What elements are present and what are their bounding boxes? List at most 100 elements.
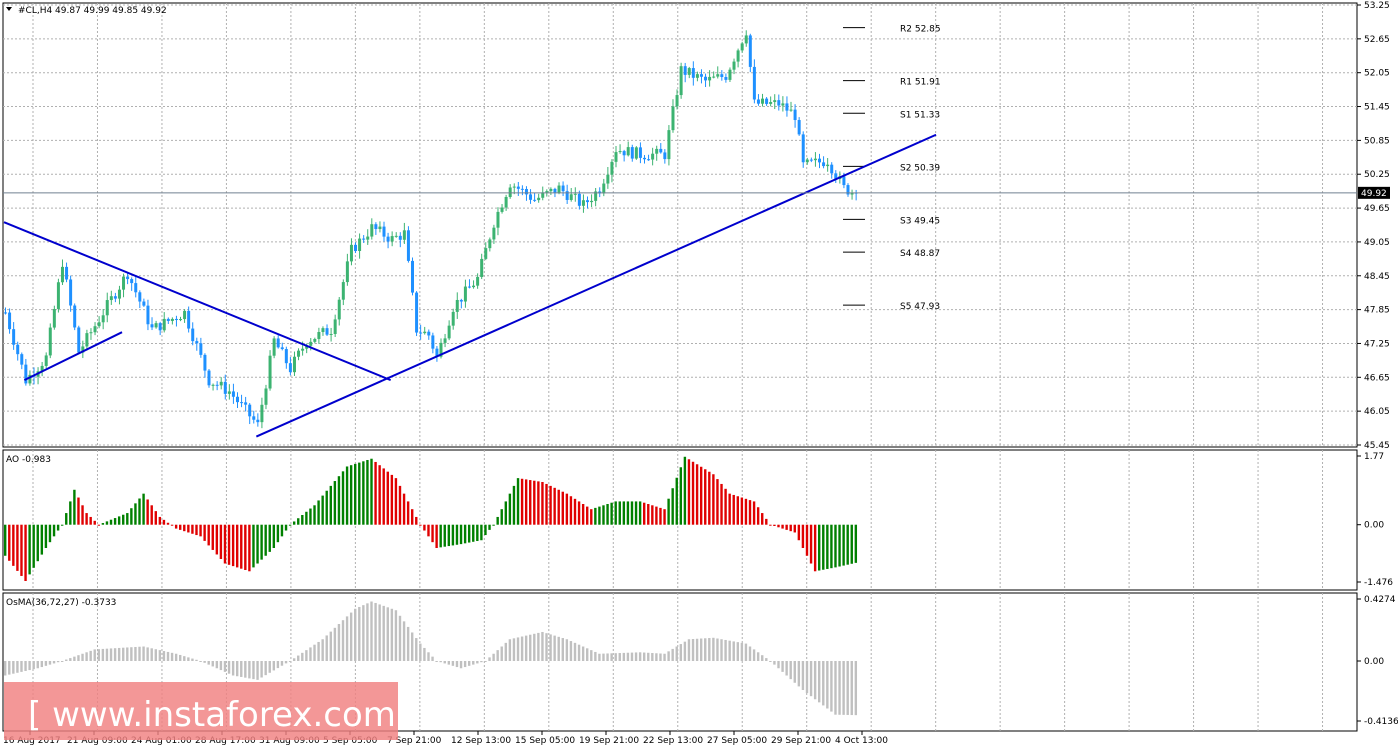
- candle-body: [512, 186, 516, 188]
- candle-body: [52, 309, 56, 328]
- candle: [594, 187, 598, 207]
- pivot-label: S1 51.33: [900, 110, 940, 120]
- ao-bar: [69, 501, 72, 525]
- candle-body: [231, 391, 235, 397]
- ao-bar: [325, 490, 328, 525]
- candle-body: [44, 355, 48, 366]
- y-tick-label: 0.4274: [1364, 595, 1396, 605]
- osma-bar: [183, 656, 186, 662]
- candle: [394, 232, 398, 238]
- osma-bar: [252, 661, 255, 680]
- osma-bar: [73, 656, 76, 662]
- candle: [476, 273, 480, 289]
- ao-bar: [573, 498, 577, 525]
- osma-bar: [720, 639, 723, 662]
- osma-bar: [349, 612, 353, 662]
- candle-body: [463, 286, 467, 302]
- osma-bar: [16, 661, 19, 673]
- ao-bar: [174, 524, 178, 529]
- candle: [325, 324, 329, 337]
- osma-bar: [655, 653, 658, 662]
- candle-body: [541, 192, 545, 198]
- osma-bar: [484, 661, 487, 663]
- main-panel-frame: [2, 2, 1358, 448]
- osma-bar: [280, 661, 284, 666]
- candle-body: [443, 338, 447, 343]
- osma-bar: [174, 653, 178, 662]
- candle: [219, 377, 223, 390]
- candle-body: [496, 211, 500, 228]
- candle-body: [586, 200, 590, 203]
- osma-bar: [203, 661, 206, 663]
- osma-bar: [736, 642, 739, 662]
- ao-bar: [744, 498, 748, 525]
- osma-bar: [818, 661, 821, 703]
- candle-body: [492, 227, 496, 240]
- candle-body: [358, 238, 362, 252]
- osma-bar: [276, 661, 280, 669]
- candle-body: [431, 335, 435, 349]
- candle-body: [398, 235, 402, 240]
- candle: [276, 335, 280, 349]
- osma-bar: [341, 620, 345, 662]
- osma-bar: [89, 650, 92, 662]
- candle-body: [423, 331, 427, 334]
- pivot-label: S5 47.93: [900, 302, 940, 312]
- candle: [138, 290, 142, 309]
- osma-bar: [651, 653, 654, 662]
- ao-bar: [24, 524, 27, 581]
- ao-bar: [716, 479, 719, 525]
- candle: [101, 308, 105, 330]
- ao-bar: [435, 524, 438, 548]
- candle-body: [573, 193, 577, 195]
- candle-body: [158, 323, 162, 331]
- candle-body: [850, 192, 854, 195]
- osma-bar: [362, 605, 365, 662]
- ao-bar: [191, 524, 194, 534]
- ao-bar: [158, 516, 162, 525]
- osma-bar: [537, 632, 540, 662]
- chevron-down-icon[interactable]: [6, 7, 12, 11]
- osma-bar: [488, 657, 491, 662]
- candle-body: [126, 276, 130, 280]
- ao-bar: [288, 524, 292, 526]
- candle: [748, 33, 752, 73]
- candle: [500, 204, 504, 214]
- y-tick-label: 48.45: [1364, 272, 1390, 282]
- osma-bar: [581, 646, 585, 662]
- ao-bar: [374, 461, 377, 525]
- candle-body: [801, 134, 805, 163]
- osma-bar: [671, 648, 674, 662]
- ao-bar: [256, 524, 259, 564]
- y-tick-label: 52.65: [1364, 35, 1390, 45]
- ao-bar: [101, 523, 105, 525]
- candle-body: [785, 103, 789, 111]
- osma-bar: [406, 626, 410, 662]
- osma-bar: [724, 639, 727, 662]
- candle: [463, 279, 467, 308]
- candle: [765, 97, 769, 106]
- osma-bar: [626, 652, 630, 662]
- candle-body: [362, 238, 366, 240]
- candle-body: [695, 74, 699, 78]
- ao-bar: [809, 524, 813, 564]
- candle-body: [134, 283, 138, 293]
- y-tick-label: 52.05: [1364, 69, 1390, 79]
- candle-body: [122, 276, 126, 290]
- candle: [459, 298, 463, 309]
- ao-bar: [146, 499, 149, 525]
- ao-bar: [40, 524, 44, 555]
- candle: [626, 141, 630, 157]
- candle-body: [154, 323, 158, 328]
- osma-bar: [394, 610, 398, 662]
- candle-body: [818, 158, 821, 163]
- candle-body: [81, 346, 85, 353]
- candle-body: [765, 98, 769, 104]
- candle-body: [545, 191, 549, 193]
- trendline: [23, 331, 123, 382]
- candle-body: [659, 148, 663, 153]
- ao-bar: [44, 524, 48, 548]
- candle-body: [691, 68, 695, 78]
- candle-body: [561, 185, 565, 192]
- osma-bar: [244, 661, 247, 678]
